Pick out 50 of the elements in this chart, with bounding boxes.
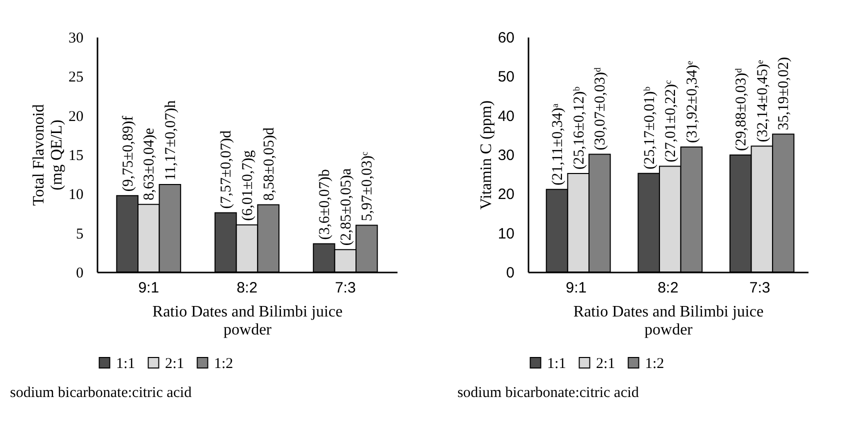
- y-tick-label: 50: [498, 68, 514, 86]
- y-tick-label: 15: [68, 148, 84, 164]
- data-label: (3,6±0,07)b: [317, 169, 334, 240]
- text: sodium bicarbonate:citric acid: [457, 385, 640, 401]
- data-label: (25,16±0,12)ᵇ: [571, 86, 588, 170]
- data-label: (6,01±0,7)g: [240, 150, 256, 221]
- legend-label: 1:1: [116, 356, 136, 372]
- y-tick-label: 30: [498, 147, 514, 164]
- legend-label: 2:1: [596, 356, 616, 372]
- legend-label: 1:1: [547, 356, 566, 372]
- x-tick-label: 9:1: [138, 280, 160, 296]
- y-tick-label: 60: [498, 30, 514, 46]
- y-tick-label: 10: [498, 225, 514, 242]
- legend-label: 1:2: [214, 356, 234, 372]
- data-label: (29,88±0,03)ᵈ: [734, 68, 750, 151]
- y-tick-label: 10: [68, 187, 84, 204]
- x-tick-label: 7:3: [749, 280, 770, 296]
- legend-label: 1:2: [645, 356, 664, 372]
- data-label: (21,11±0,34)ᵃ: [550, 104, 566, 186]
- legend-label: 2:1: [165, 356, 184, 372]
- x-axis-title: Ratio Dates and Bilimbi juice powder: [152, 304, 343, 338]
- data-label: (7,57±0,07)d: [218, 130, 235, 209]
- y-tick-label: 5: [76, 226, 84, 242]
- y-axis-title: Vitamin C (ppm): [478, 100, 495, 210]
- x-tick-label: 9:1: [566, 280, 587, 296]
- x-axis-title: Ratio Dates and Bilimbi juice powder: [573, 304, 764, 338]
- y-tick-label: 25: [68, 70, 84, 86]
- data-label: (30,07±0,03)ᵈ: [592, 67, 609, 150]
- data-label: (9,75±0,89)f: [120, 116, 136, 192]
- y-tick-label: 30: [68, 30, 84, 46]
- x-tick-label: 8:2: [658, 280, 678, 296]
- data-label: (25,17±0,01)ᵇ: [642, 86, 658, 170]
- y-tick-label: 0: [506, 264, 514, 282]
- text: sodium bicarbonate:citric acid: [10, 385, 192, 401]
- x-tick-label: 7:3: [334, 280, 356, 296]
- y-tick-label: 20: [68, 108, 84, 125]
- data-label: (2,85±0,05)a: [338, 168, 354, 246]
- data-label: (32,14±0,45)ᵉ: [754, 60, 771, 142]
- y-tick-label: 0: [76, 266, 84, 282]
- data-label: 11,17±0,07)h: [162, 100, 179, 180]
- y-tick-label: 20: [498, 186, 514, 204]
- data-label: 8,63±0,04)e: [142, 128, 158, 200]
- data-label: (27,01±0,22)ᶜ: [663, 80, 680, 162]
- data-label: 5,97±0,03)ᶜ: [360, 152, 376, 222]
- data-label: (31,92±0,34)ᵉ: [684, 60, 700, 143]
- data-label: 8,58±0,05)d: [261, 127, 278, 201]
- y-tick-label: 40: [498, 108, 514, 125]
- y-axis-title: Total Flavonoid (mg QE/L): [30, 104, 66, 206]
- x-tick-label: 8:2: [236, 280, 258, 296]
- data-label: 35,19±0,02): [776, 56, 792, 130]
